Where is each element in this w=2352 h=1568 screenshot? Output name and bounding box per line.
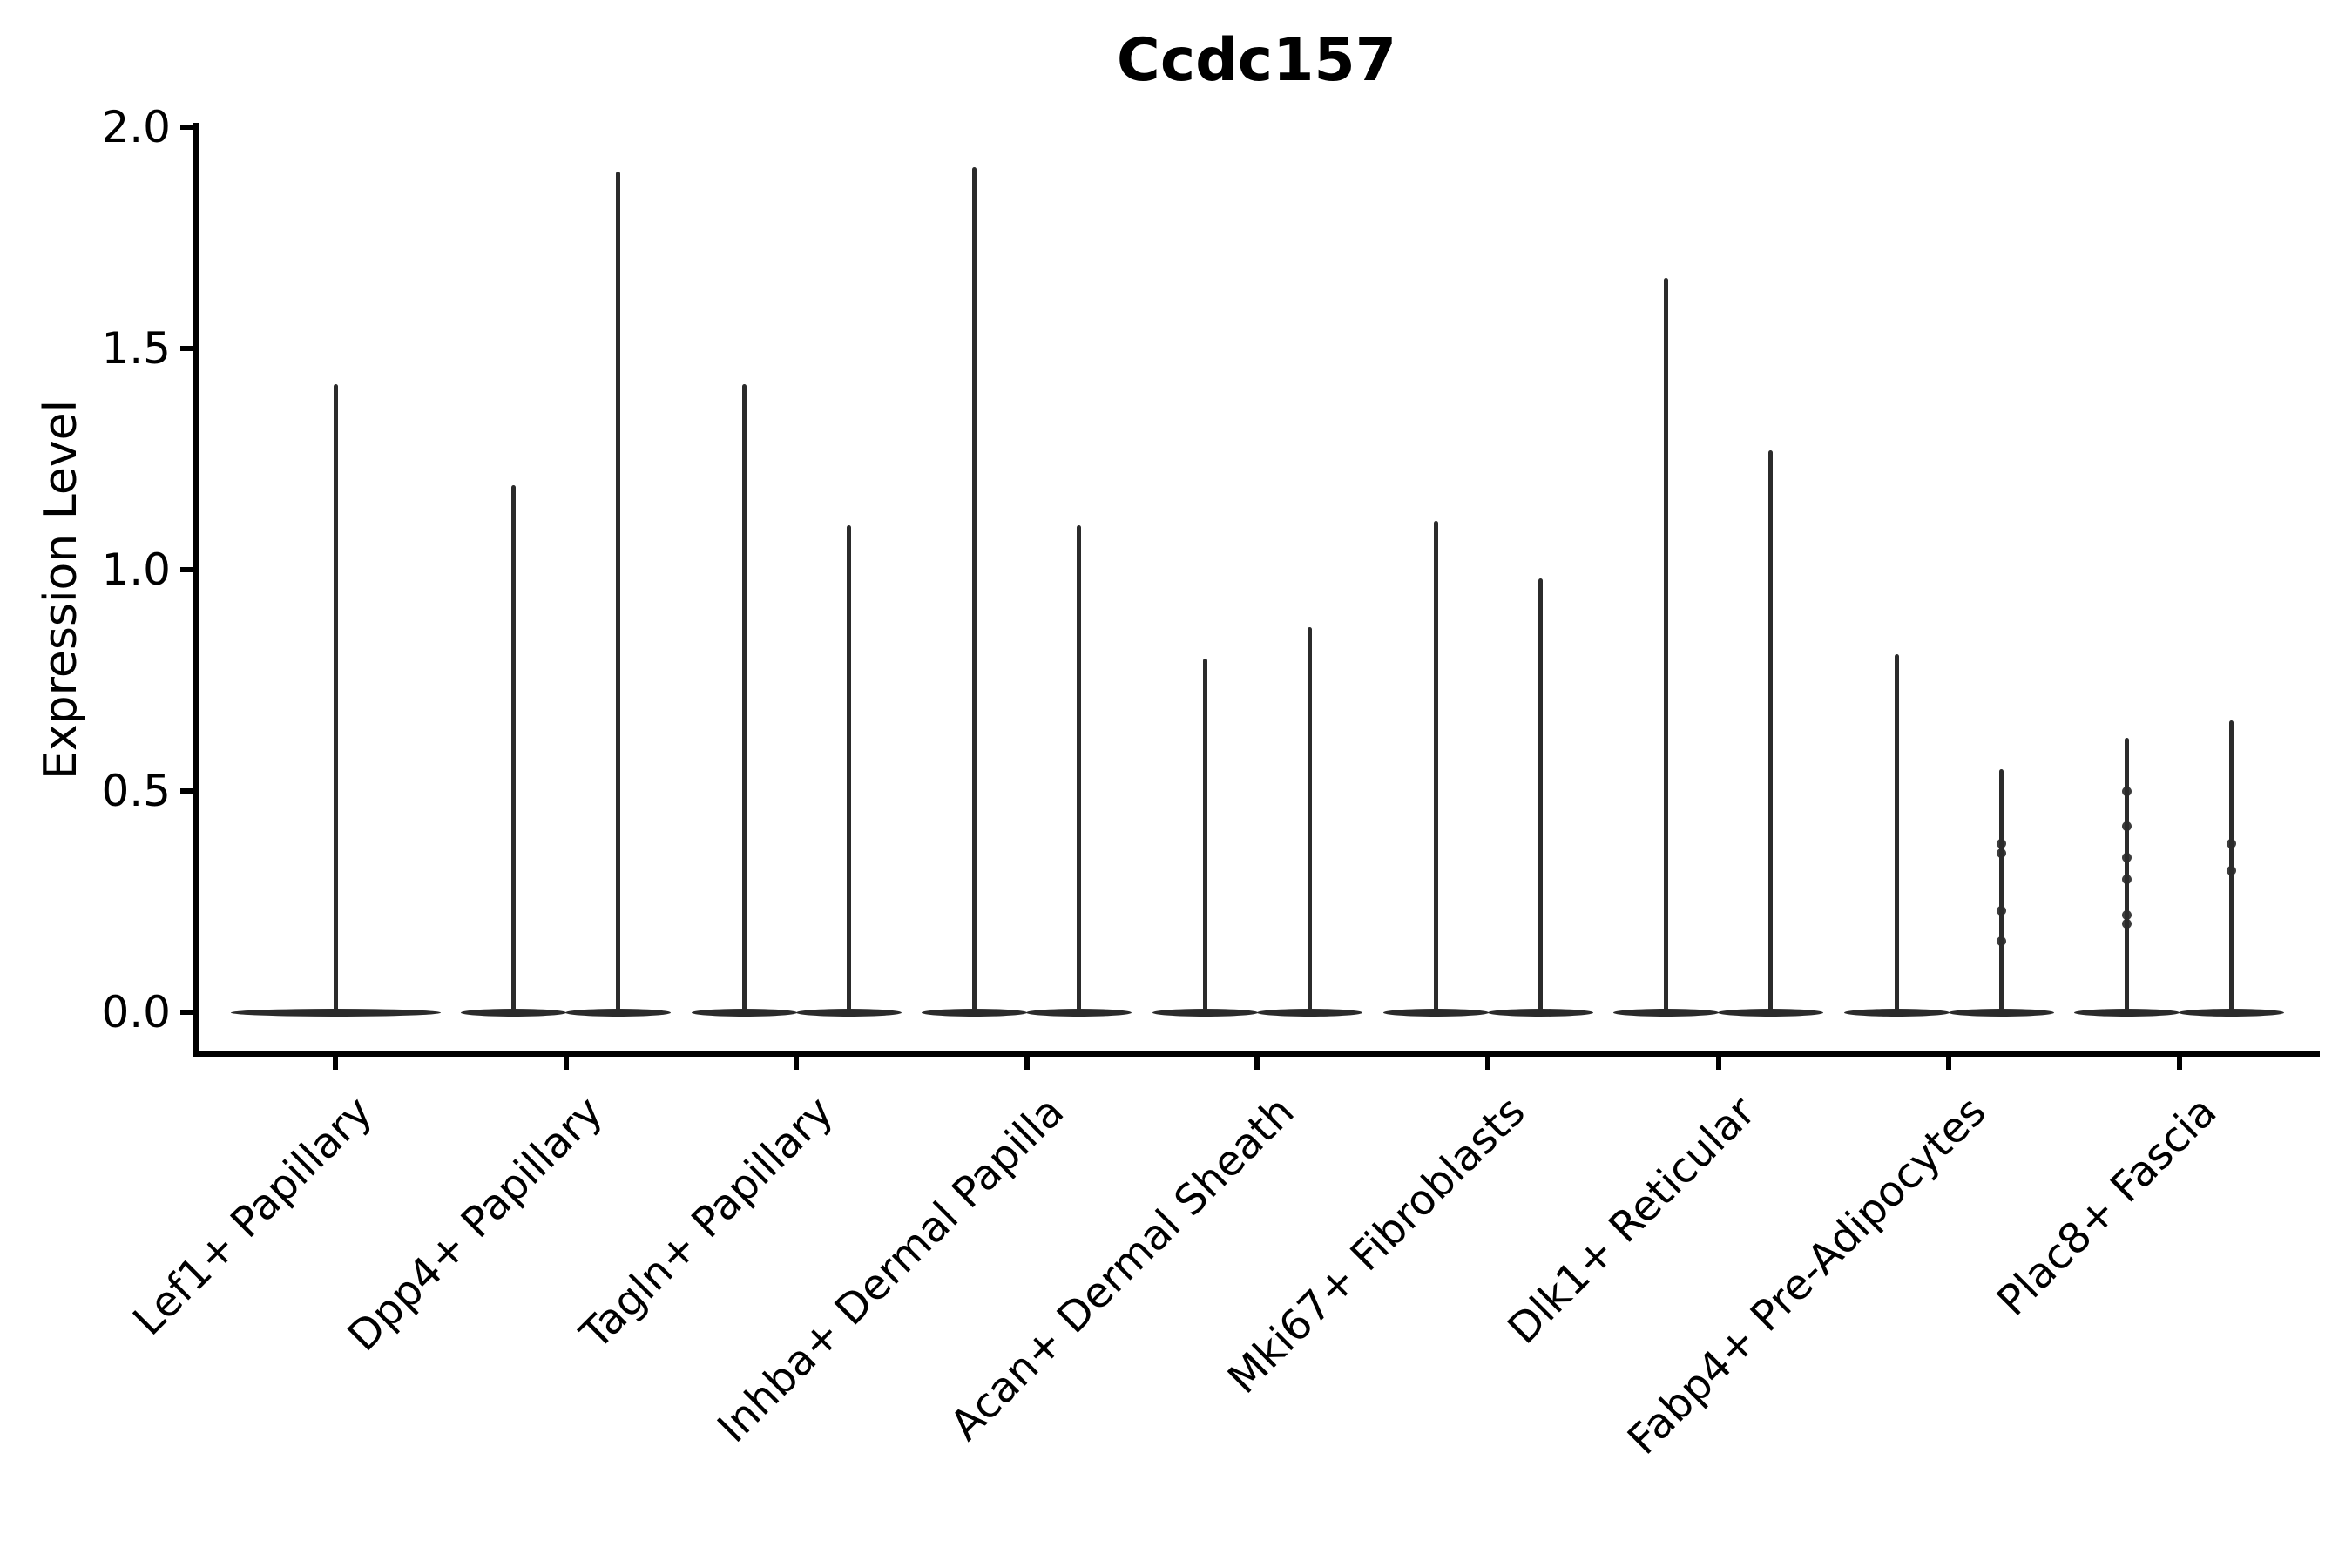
y-tick-mark xyxy=(180,346,193,351)
violin-body xyxy=(1026,1008,1132,1017)
y-tick-label: 0.0 xyxy=(101,987,171,1037)
violin-body xyxy=(691,1008,797,1017)
violin-body xyxy=(1256,1008,1362,1017)
violin-spike xyxy=(1307,627,1312,1012)
expression-dot xyxy=(2227,839,2237,849)
expression-dot xyxy=(1996,936,2006,947)
x-tick-mark xyxy=(1715,1057,1721,1070)
expression-dot xyxy=(2122,786,2132,796)
expression-dot xyxy=(2122,875,2132,885)
violin-spike xyxy=(333,383,338,1012)
violin-body xyxy=(795,1008,902,1017)
violin-body xyxy=(1843,1008,1950,1017)
x-tick-label: Plac8+ Fascia xyxy=(1987,1087,2227,1326)
violin-body xyxy=(922,1008,1028,1017)
y-axis-spine xyxy=(193,123,199,1057)
chart-title: Ccdc157 xyxy=(1116,26,1397,95)
x-tick-mark xyxy=(2176,1057,2182,1070)
violin-body xyxy=(230,1008,441,1017)
y-tick-label: 2.0 xyxy=(101,102,171,152)
violin-body xyxy=(1152,1008,1258,1017)
violin-body xyxy=(1382,1008,1489,1017)
expression-dot xyxy=(2122,821,2132,832)
violin-body xyxy=(461,1008,567,1017)
violin-spike xyxy=(1538,578,1543,1012)
x-tick-label: Lef1+ Papillary xyxy=(124,1087,382,1345)
violin-spike xyxy=(1202,658,1207,1012)
violin-spike xyxy=(1664,277,1669,1012)
y-tick-mark xyxy=(180,567,193,572)
x-tick-mark xyxy=(333,1057,338,1070)
x-tick-label: Tagln+ Papillary xyxy=(571,1087,843,1359)
violin-body xyxy=(2179,1008,2285,1017)
violin-spike xyxy=(616,171,621,1012)
violin-spike xyxy=(1894,653,1899,1012)
y-tick-mark xyxy=(180,125,193,130)
expression-dot xyxy=(1996,905,2006,916)
y-tick-label: 1.5 xyxy=(101,323,171,374)
y-tick-mark xyxy=(180,788,193,794)
violin-spike xyxy=(1998,768,2004,1012)
expression-dot xyxy=(2122,918,2132,929)
x-tick-mark xyxy=(1485,1057,1490,1070)
y-tick-label: 1.0 xyxy=(101,544,171,595)
expression-dot xyxy=(2227,865,2237,875)
violin-spike xyxy=(1768,449,1774,1012)
violin-spike xyxy=(972,166,977,1012)
violin-body xyxy=(1487,1008,1593,1017)
expression-dot xyxy=(1996,848,2006,858)
x-tick-mark xyxy=(563,1057,569,1070)
x-tick-label: Dpp4+ Papillary xyxy=(339,1087,613,1362)
violin-body xyxy=(565,1008,672,1017)
expression-dot xyxy=(2122,909,2132,920)
expression-dot xyxy=(1996,839,2006,849)
violin-spike xyxy=(1433,521,1438,1012)
violin-spike xyxy=(741,383,747,1012)
y-axis-label: Expression Level xyxy=(35,399,87,781)
x-tick-label: Dlk1+ Reticular xyxy=(1498,1087,1766,1354)
x-tick-mark xyxy=(794,1057,800,1070)
x-tick-mark xyxy=(1946,1057,1952,1070)
violin-body xyxy=(1948,1008,2054,1017)
violin-spike xyxy=(511,485,517,1012)
violin-spike xyxy=(846,525,851,1012)
violin-spike xyxy=(1077,525,1082,1012)
x-tick-mark xyxy=(1024,1057,1030,1070)
x-axis-spine xyxy=(193,1051,2320,1057)
x-tick-mark xyxy=(1254,1057,1260,1070)
violin-body xyxy=(2074,1008,2180,1017)
expression-dot xyxy=(2122,852,2132,862)
y-tick-label: 0.5 xyxy=(101,766,171,816)
y-tick-mark xyxy=(180,1010,193,1015)
violin-body xyxy=(1718,1008,1824,1017)
violin-body xyxy=(1613,1008,1720,1017)
